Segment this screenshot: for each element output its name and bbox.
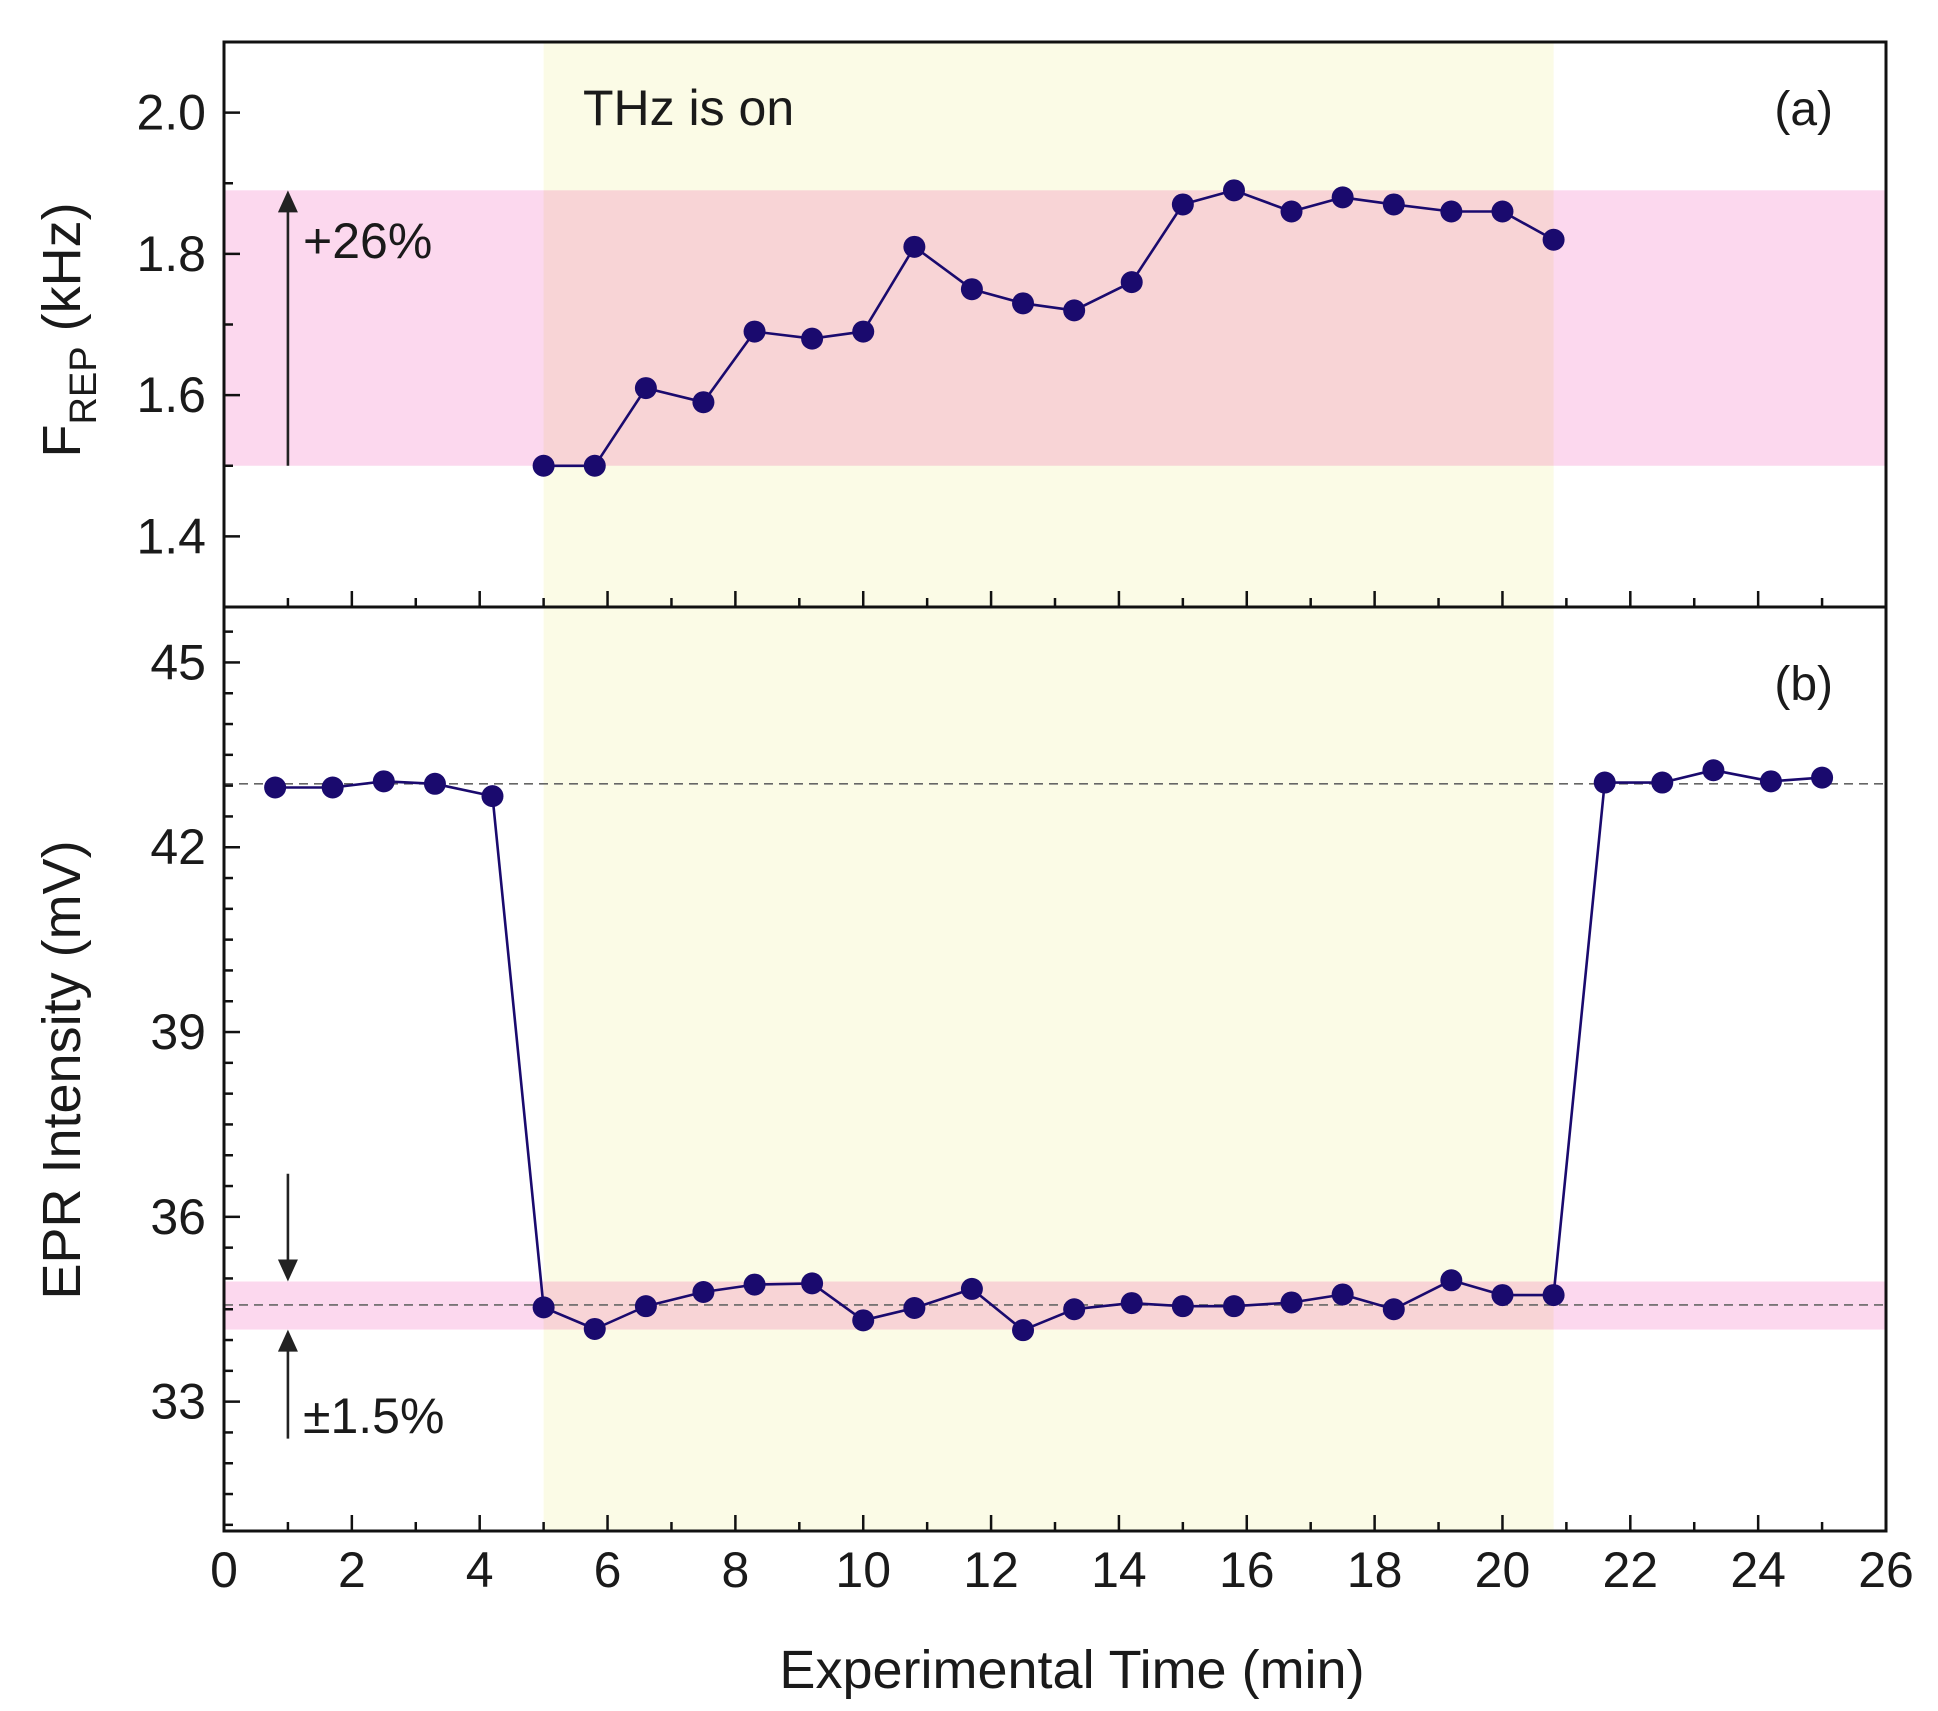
y-axis-title-a-unit: (kHz) bbox=[32, 202, 92, 346]
data-point-b bbox=[1280, 1291, 1303, 1314]
data-point-b bbox=[1120, 1292, 1143, 1315]
y-tick-label-a: 1.4 bbox=[136, 508, 206, 564]
data-point-b bbox=[1382, 1298, 1405, 1321]
x-tick-label: 10 bbox=[835, 1542, 891, 1598]
thz-on-region bbox=[543, 42, 1554, 1531]
y-tick-label-a: 1.6 bbox=[136, 367, 206, 423]
data-point-b bbox=[423, 772, 446, 795]
data-point-a bbox=[532, 454, 555, 477]
arrow-down-b-head bbox=[277, 1259, 298, 1282]
y-tick-label-b: 36 bbox=[150, 1189, 206, 1245]
data-point-b bbox=[1542, 1284, 1565, 1307]
x-tick-label: 20 bbox=[1475, 1542, 1531, 1598]
data-point-a bbox=[1491, 200, 1514, 223]
x-tick-label: 24 bbox=[1730, 1542, 1786, 1598]
data-point-a bbox=[1171, 193, 1194, 216]
arrow-up-a bbox=[277, 190, 298, 466]
data-point-b bbox=[372, 770, 395, 793]
data-point-b bbox=[1759, 770, 1782, 793]
x-tick-label: 0 bbox=[210, 1542, 238, 1598]
y-axis-title-a-main: F bbox=[32, 425, 92, 458]
series-line-b bbox=[275, 768, 1823, 1332]
x-tick-label: 16 bbox=[1219, 1542, 1275, 1598]
data-point-a bbox=[960, 278, 983, 301]
data-point-a bbox=[743, 320, 766, 343]
data-point-b bbox=[583, 1317, 606, 1340]
data-point-a bbox=[1063, 299, 1086, 322]
y-tick-label-a: 2.0 bbox=[136, 85, 206, 141]
data-point-b bbox=[1491, 1284, 1514, 1307]
data-point-b bbox=[481, 785, 504, 808]
data-point-a bbox=[1222, 179, 1245, 202]
data-point-a bbox=[1440, 200, 1463, 223]
y-axis-title-a-sub: REP bbox=[63, 346, 105, 424]
x-tick-label: 22 bbox=[1602, 1542, 1658, 1598]
data-point-b bbox=[1012, 1319, 1035, 1342]
arrow-up-b bbox=[277, 1329, 298, 1439]
data-point-b bbox=[532, 1296, 555, 1319]
data-point-b bbox=[1440, 1269, 1463, 1292]
data-point-a bbox=[1542, 228, 1565, 251]
x-tick-label: 8 bbox=[721, 1542, 749, 1598]
y-tick-label-b: 39 bbox=[150, 1004, 206, 1060]
data-point-a bbox=[801, 327, 824, 350]
data-point-b bbox=[960, 1277, 983, 1300]
data-point-b bbox=[1171, 1295, 1194, 1318]
x-tick-label: 2 bbox=[338, 1542, 366, 1598]
data-point-b bbox=[634, 1295, 657, 1318]
panel-label-b: (b) bbox=[1774, 658, 1833, 711]
data-point-b bbox=[1811, 766, 1834, 789]
data-point-b bbox=[852, 1309, 875, 1332]
data-point-a bbox=[1012, 292, 1035, 315]
x-tick-label: 18 bbox=[1347, 1542, 1403, 1598]
data-point-b bbox=[1331, 1283, 1354, 1306]
y-tick-label-b: 42 bbox=[150, 819, 206, 875]
data-point-b bbox=[1222, 1295, 1245, 1318]
data-point-a bbox=[1331, 186, 1354, 209]
x-tick-label: 4 bbox=[466, 1542, 494, 1598]
data-point-a bbox=[692, 391, 715, 414]
data-point-b bbox=[1702, 759, 1725, 782]
arrow-label-a: +26% bbox=[303, 213, 432, 269]
arrow-label-b: ±1.5% bbox=[303, 1388, 444, 1444]
x-axis-title: Experimental Time (min) bbox=[779, 1640, 1364, 1700]
panel-label-a: (a) bbox=[1774, 83, 1833, 136]
data-point-b bbox=[1651, 771, 1674, 794]
data-point-b bbox=[264, 776, 287, 799]
data-point-a bbox=[1120, 271, 1143, 294]
data-point-b bbox=[1593, 771, 1616, 794]
data-point-b bbox=[743, 1273, 766, 1296]
x-tick-label: 12 bbox=[963, 1542, 1019, 1598]
data-point-b bbox=[903, 1297, 926, 1320]
arrow-up-a-head bbox=[277, 190, 298, 213]
thz-on-annotation: THz is on bbox=[583, 80, 794, 136]
y-tick-label-b: 33 bbox=[150, 1374, 206, 1430]
data-point-a bbox=[903, 235, 926, 258]
data-point-a bbox=[1280, 200, 1303, 223]
data-point-a bbox=[1382, 193, 1405, 216]
arrow-up-b-head bbox=[277, 1329, 298, 1352]
x-tick-label: 26 bbox=[1858, 1542, 1914, 1598]
data-point-b bbox=[1063, 1298, 1086, 1321]
data-point-a bbox=[634, 377, 657, 400]
data-point-b bbox=[801, 1272, 824, 1295]
arrow-down-b bbox=[277, 1173, 298, 1282]
y-tick-label-b: 45 bbox=[150, 634, 206, 690]
data-point-a bbox=[583, 454, 606, 477]
y-tick-label-a: 1.8 bbox=[136, 226, 206, 282]
y-axis-title-a: FREP (kHz) bbox=[32, 202, 105, 457]
data-point-b bbox=[321, 776, 344, 799]
data-point-a bbox=[852, 320, 875, 343]
x-tick-label: 6 bbox=[594, 1542, 622, 1598]
y-axis-title-b: EPR Intensity (mV) bbox=[32, 840, 92, 1299]
x-tick-label: 14 bbox=[1091, 1542, 1147, 1598]
data-point-b bbox=[692, 1280, 715, 1303]
